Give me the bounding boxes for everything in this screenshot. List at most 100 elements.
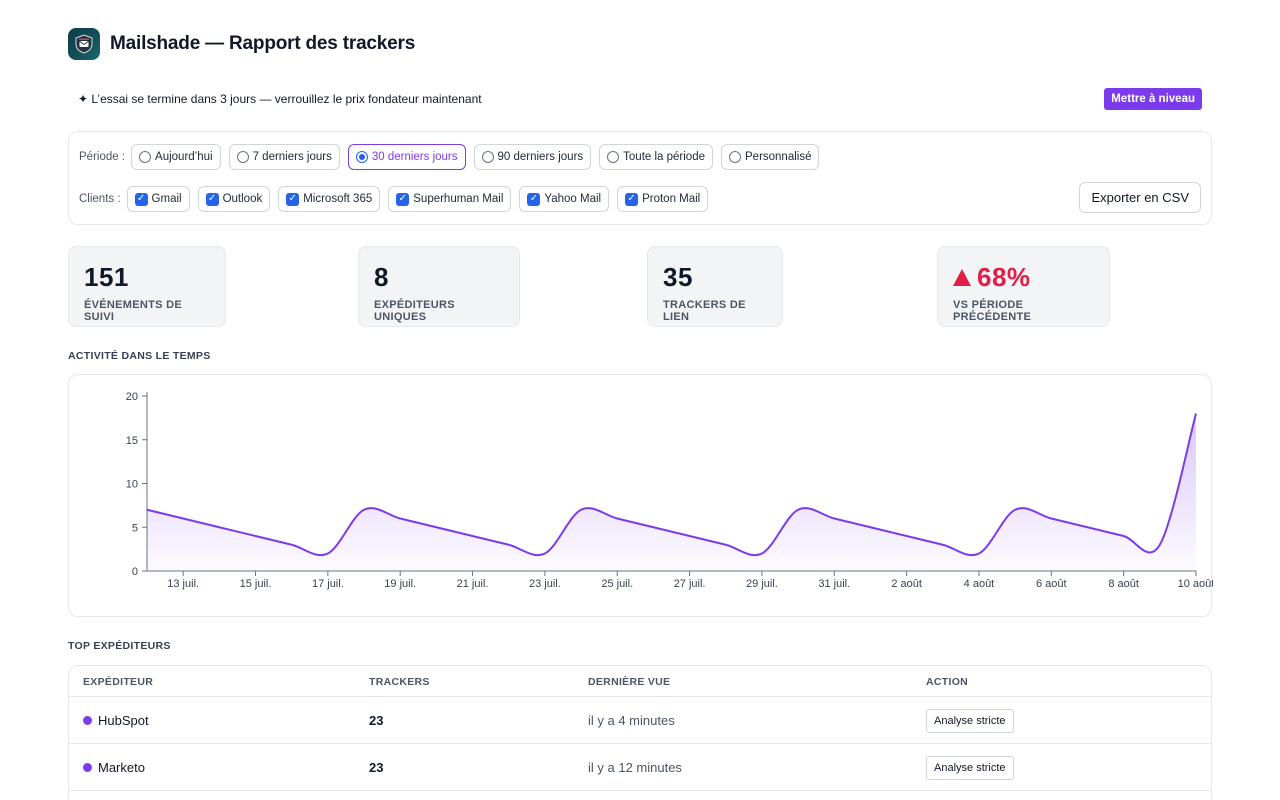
- y-tick-label: 15: [126, 435, 138, 447]
- radio-icon: [607, 151, 620, 163]
- page-title: Mailshade — Rapport des trackers: [110, 33, 416, 54]
- strict-analysis-button[interactable]: Analyse stricte: [926, 709, 1014, 733]
- stat-value: 35: [663, 262, 693, 292]
- stat-card-vs-previous-period: 68% VS PÉRIODE PRÉCÉDENTE: [937, 246, 1110, 327]
- activity-chart: 0 5 10 15 20 13 juil. 15 juil. 17 juil. 19 juil.…: [68, 374, 1213, 617]
- period-label: Période :: [79, 151, 126, 163]
- sender-cell: HubSpot: [83, 713, 149, 728]
- activity-section-title: ACTIVITÉ DANS LE TEMPS: [68, 350, 211, 362]
- radio-icon: [729, 151, 741, 163]
- strict-analysis-button[interactable]: Analyse stricte: [926, 756, 1014, 780]
- sender-cell: Marketo: [83, 760, 145, 775]
- period-option-custom[interactable]: Personnalisé: [721, 144, 820, 170]
- radio-selected-icon: [355, 151, 368, 163]
- column-header-sender[interactable]: EXPÉDITEUR: [83, 676, 154, 688]
- period-option-today[interactable]: Aujourd’hui: [131, 144, 221, 170]
- x-tick-label: 10 août: [1178, 578, 1213, 590]
- top-senders-title: TOP EXPÉDITEURS: [68, 640, 171, 652]
- checkbox-checked-icon: ✓: [396, 192, 410, 206]
- stat-label: VS PÉRIODE PRÉCÉDENTE: [953, 299, 1032, 323]
- client-proton-mail[interactable]: ✓ Proton Mail: [617, 186, 709, 212]
- top-senders-table: EXPÉDITEUR TRACKERS DERNIÈRE VUE ACTION …: [68, 665, 1212, 800]
- trackers-count: 23: [369, 760, 384, 775]
- table-row: Marketo 23 il y a 12 minutes Analyse str…: [69, 744, 1211, 791]
- period-option-label: Personnalisé: [745, 151, 812, 163]
- client-label: Proton Mail: [642, 193, 701, 205]
- period-option-label: 30 derniers jours: [371, 151, 458, 163]
- shield-envelope-icon: [68, 28, 100, 60]
- trial-message: ✦ L’essai se termine dans 3 jours — verr…: [78, 92, 482, 106]
- checkbox-checked-icon: ✓: [286, 192, 300, 206]
- last-seen: il y a 4 minutes: [588, 713, 675, 728]
- x-tick-label: 8 août: [1108, 578, 1139, 590]
- period-option-label: 90 derniers jours: [497, 151, 584, 163]
- trend-up-icon: [953, 268, 971, 286]
- client-microsoft-365[interactable]: ✓ Microsoft 365: [278, 186, 381, 212]
- filter-panel: Période : Aujourd’hui 7 derniers jours 3…: [68, 131, 1212, 225]
- column-header-last-seen[interactable]: DERNIÈRE VUE: [588, 676, 671, 688]
- client-label: Superhuman Mail: [413, 193, 504, 205]
- client-superhuman-mail[interactable]: ✓ Superhuman Mail: [388, 186, 512, 212]
- client-yahoo-mail[interactable]: ✓ Yahoo Mail: [519, 186, 610, 212]
- x-tick-label: 23 juil.: [529, 578, 561, 590]
- client-outlook[interactable]: ✓ Outlook: [197, 186, 271, 212]
- period-option-label: Aujourd’hui: [155, 151, 213, 163]
- y-tick-label: 20: [126, 391, 138, 403]
- x-tick-label: 6 août: [1036, 578, 1067, 590]
- export-csv-button[interactable]: Exporter en CSV: [1079, 182, 1201, 213]
- stat-value: 151: [84, 262, 129, 292]
- stat-label: TRACKERS DE LIEN: [663, 299, 746, 323]
- x-tick-label: 13 juil.: [167, 578, 199, 590]
- checkbox-checked-icon: ✓: [625, 192, 639, 206]
- x-tick-label: 19 juil.: [384, 578, 416, 590]
- client-label: Outlook: [222, 193, 263, 205]
- period-option-7-days[interactable]: 7 derniers jours: [228, 144, 340, 170]
- stat-value: 8: [374, 262, 389, 292]
- period-option-label: 7 derniers jours: [252, 151, 332, 163]
- y-tick-label: 10: [126, 479, 138, 491]
- x-tick-label: 27 juil.: [674, 578, 706, 590]
- x-tick-label: 31 juil.: [818, 578, 850, 590]
- activity-area: [147, 413, 1196, 571]
- stat-label: ÉVÉNEMENTS DE SUIVI: [84, 299, 183, 323]
- x-tick-label: 2 août: [891, 578, 922, 590]
- column-header-action: ACTION: [926, 676, 969, 688]
- column-header-trackers[interactable]: TRACKERS: [369, 676, 430, 688]
- client-label: Yahoo Mail: [544, 193, 602, 205]
- radio-icon: [481, 151, 494, 163]
- period-option-90-days[interactable]: 90 derniers jours: [473, 144, 592, 170]
- app-header: Mailshade — Rapport des trackers: [68, 28, 415, 60]
- checkbox-checked-icon: ✓: [134, 192, 148, 206]
- client-filter: Clients : ✓ Gmail ✓ Outlook ✓ Microsoft 365…: [79, 186, 712, 212]
- table-row: [69, 791, 1211, 800]
- trackers-count: 23: [369, 713, 384, 728]
- sender-dot-icon: [83, 763, 92, 772]
- period-filter: Période : Aujourd’hui 7 derniers jours 3…: [79, 144, 823, 170]
- sender-name: HubSpot: [98, 713, 149, 728]
- clients-label: Clients :: [79, 193, 121, 205]
- activity-line: [146, 413, 1197, 557]
- period-option-30-days[interactable]: 30 derniers jours: [347, 144, 466, 170]
- checkbox-checked-icon: ✓: [527, 192, 541, 206]
- period-option-all-time[interactable]: Toute la période: [599, 144, 713, 170]
- radio-icon: [139, 151, 152, 163]
- radio-icon: [236, 151, 249, 163]
- client-label: Gmail: [151, 193, 182, 205]
- client-gmail[interactable]: ✓ Gmail: [126, 186, 190, 212]
- stat-card-unique-senders: 8 EXPÉDITEURS UNIQUES: [358, 246, 520, 327]
- x-tick-label: 17 juil.: [312, 578, 344, 590]
- stat-value: 68%: [977, 262, 1031, 292]
- stat-card-link-trackers: 35 TRACKERS DE LIEN: [647, 246, 783, 327]
- x-tick-label: 21 juil.: [457, 578, 489, 590]
- sender-name: Marketo: [98, 760, 145, 775]
- stat-trend-value: 68%: [953, 261, 1094, 293]
- y-tick-label: 0: [132, 566, 138, 578]
- y-tick-label: 5: [132, 522, 138, 534]
- x-tick-label: 4 août: [964, 578, 995, 590]
- table-row: HubSpot 23 il y a 4 minutes Analyse stri…: [69, 697, 1211, 744]
- x-tick-label: 29 juil.: [746, 578, 778, 590]
- upgrade-button[interactable]: Mettre à niveau: [1104, 88, 1202, 110]
- activity-chart-svg: 0 5 10 15 20 13 juil. 15 juil. 17 juil. 19 juil.…: [126, 391, 1213, 590]
- period-option-label: Toute la période: [623, 151, 705, 163]
- client-label: Microsoft 365: [303, 193, 373, 205]
